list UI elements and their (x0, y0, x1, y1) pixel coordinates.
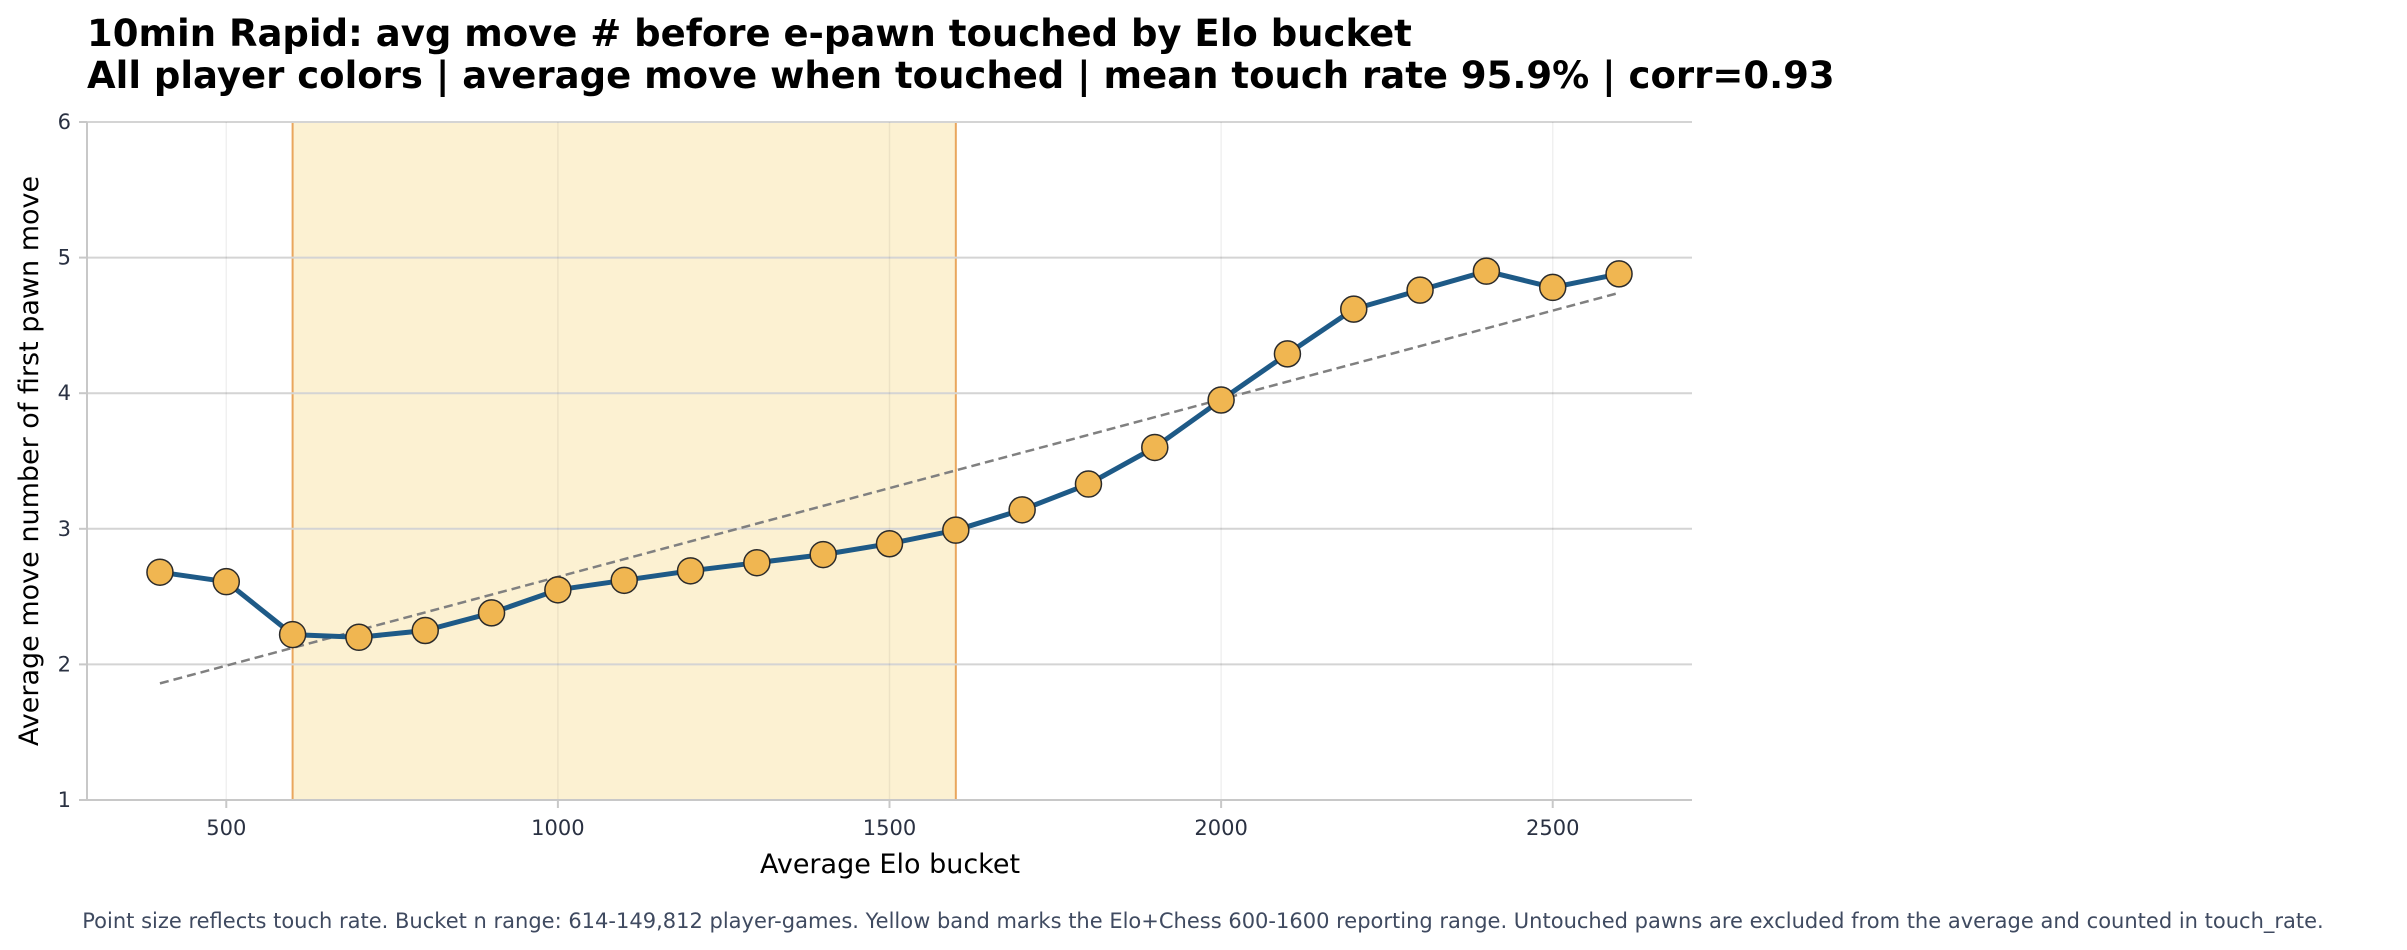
data-point (676, 557, 705, 585)
axes-layer: 1 2 3 4 5 6 500 1000 1500 2000 2500 (58, 110, 1692, 840)
grid-layer (87, 121, 1692, 800)
x-tick-label: 2500 (1526, 816, 1579, 840)
data-point (1406, 276, 1434, 304)
data-point (146, 558, 174, 586)
data-point (411, 616, 439, 645)
data-point (743, 548, 771, 577)
data-point (278, 620, 307, 649)
data-point (212, 567, 241, 596)
data-point (1538, 273, 1567, 302)
data-point (477, 599, 506, 627)
x-tick-label: 500 (206, 816, 246, 840)
y-tick-label: 6 (58, 110, 71, 134)
series-layer (146, 257, 1633, 652)
y-tick-label: 3 (58, 517, 71, 541)
data-point (1207, 386, 1235, 414)
x-tick-label: 1000 (531, 816, 584, 840)
data-point (1008, 496, 1036, 524)
chart-title: 10min Rapid: avg move # before e-pawn to… (87, 12, 1412, 55)
y-tick-label: 5 (58, 246, 71, 270)
chart-subtitle: All player colors | average move when to… (87, 54, 1835, 97)
reporting-band (292, 122, 956, 800)
data-point (1605, 260, 1633, 288)
data-point (1472, 257, 1501, 285)
data-point (809, 540, 837, 569)
y-axis-label: Average move number of first pawn move (14, 176, 45, 746)
x-tick-label: 2000 (1194, 816, 1247, 840)
data-point (1273, 340, 1302, 368)
data-point (942, 516, 970, 544)
data-point (1074, 470, 1103, 498)
data-point (1141, 433, 1169, 462)
data-point (875, 529, 904, 558)
data-point (345, 623, 373, 652)
data-point (610, 566, 638, 595)
data-point (1340, 295, 1368, 323)
x-axis-label: Average Elo bucket (760, 849, 1020, 880)
data-point (544, 576, 572, 604)
chart-caption: Point size reflects touch rate. Bucket n… (82, 909, 2323, 934)
reporting-band-layer (291, 122, 957, 800)
y-tick-label: 1 (58, 788, 71, 812)
y-tick-label: 4 (58, 381, 71, 405)
x-tick-label: 1500 (863, 816, 916, 840)
y-tick-label: 2 (58, 652, 71, 676)
